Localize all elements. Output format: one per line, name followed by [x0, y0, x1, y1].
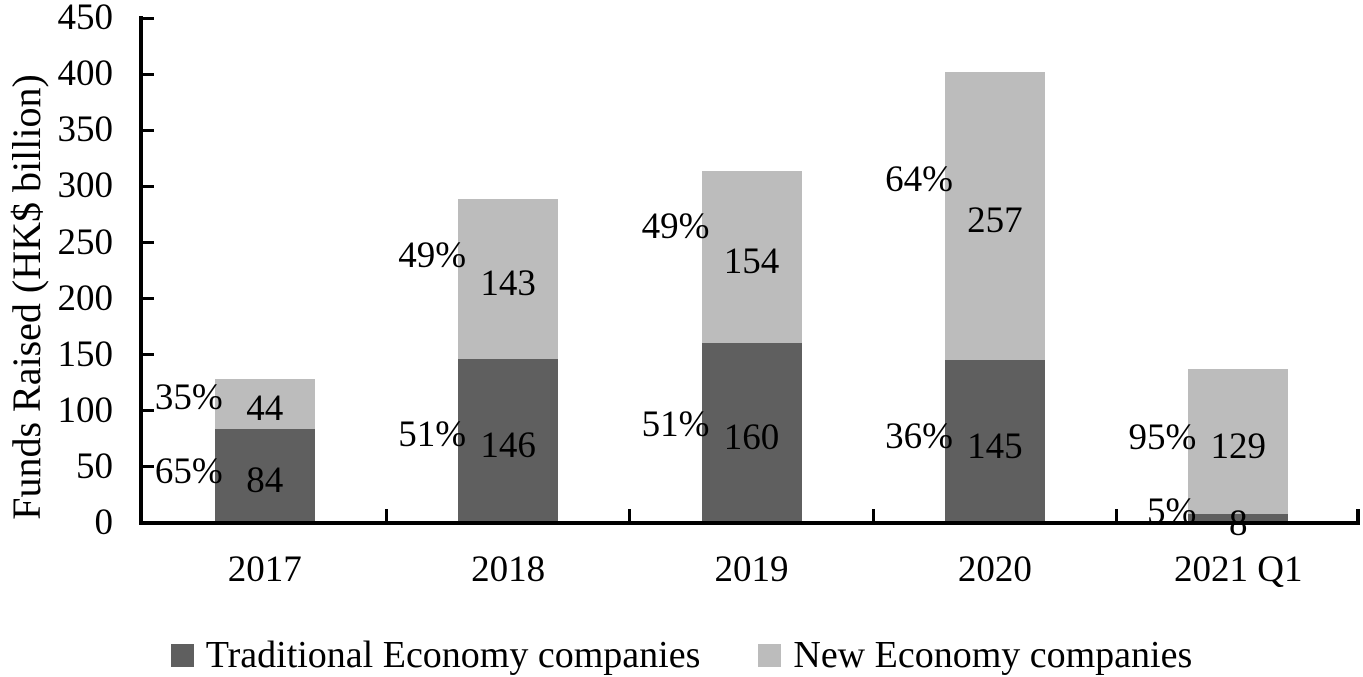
bar-segment-2018-traditional [458, 359, 559, 523]
value-label-2019-traditional: 160 [723, 417, 780, 459]
legend-label-new-economy: New Economy companies [793, 634, 1193, 676]
x-category-label-2019: 2019 [714, 549, 789, 590]
value-label-2018-new: 143 [480, 262, 536, 304]
y-tick-mark [143, 353, 154, 357]
bar-segment-2017-traditional [214, 428, 315, 523]
x-tick-mark [1356, 509, 1360, 521]
value-label-2018-traditional: 146 [480, 425, 536, 467]
x-category-label-2017: 2017 [227, 549, 302, 590]
value-label-2017-new: 44 [246, 388, 284, 430]
y-tick-mark [143, 16, 154, 20]
percent-label-2020-new: 64% [885, 159, 953, 201]
percent-label-2018-new: 49% [398, 234, 467, 276]
bar-segment-2020-traditional [944, 360, 1045, 523]
y-tick-label: 100 [57, 389, 114, 431]
y-tick-mark [143, 465, 154, 469]
y-tick-label: 50 [76, 445, 113, 487]
legend-item-traditional-economy: Traditional Economy companies [170, 634, 701, 676]
legend-label-traditional-economy: Traditional Economy companies [205, 634, 701, 676]
percent-label-2021-q1-traditional: 5% [1146, 490, 1197, 532]
percent-label-2019-traditional: 51% [641, 404, 710, 446]
y-tick-label: 450 [57, 0, 114, 39]
y-tick-mark [143, 184, 154, 188]
percent-label-2017-traditional: 65% [154, 450, 223, 492]
legend-swatch-new-economy [758, 643, 782, 667]
y-tick-mark [143, 128, 154, 132]
percent-label-2018-traditional: 51% [398, 414, 467, 456]
value-label-2021-q1-new: 129 [1210, 425, 1267, 467]
y-tick-label: 400 [57, 53, 114, 95]
bar-segment-2021-q1-traditional [1188, 514, 1289, 523]
percent-label-2017-new: 35% [154, 377, 223, 419]
value-label-2017-traditional: 84 [246, 459, 284, 501]
bar-segment-2018-new [458, 198, 559, 360]
y-tick-mark [143, 409, 154, 413]
y-tick-mark [143, 241, 154, 244]
x-tick-mark [1115, 509, 1119, 521]
x-tick-mark [384, 509, 388, 521]
y-tick-label: 0 [94, 502, 114, 543]
y-tick-label: 300 [57, 165, 114, 207]
y-tick-label: 250 [57, 221, 114, 263]
x-category-label-2021-q1: 2021 Q1 [1174, 549, 1303, 590]
x-category-label-2020: 2020 [957, 549, 1032, 590]
y-tick-label: 350 [57, 109, 114, 151]
bar-segment-2017-new [214, 379, 315, 429]
x-category-label-2018: 2018 [471, 549, 546, 590]
bar-segment-2020-new [944, 71, 1045, 361]
y-tick-mark [143, 72, 154, 76]
value-label-2020-new: 257 [967, 200, 1023, 242]
percent-label-2021-q1-new: 95% [1128, 416, 1197, 458]
y-axis-line [139, 16, 143, 525]
x-tick-mark [628, 509, 632, 521]
percent-label-2019-new: 49% [641, 206, 710, 248]
legend-item-new-economy: New Economy companies [758, 634, 1192, 676]
value-label-2020-traditional: 145 [967, 425, 1023, 467]
bar-segment-2019-new [701, 170, 802, 344]
percent-label-2020-traditional: 36% [885, 415, 953, 457]
legend-swatch-traditional-economy [170, 643, 194, 667]
legend: Traditional Economy companies New Econom… [0, 634, 1363, 676]
bar-segment-2019-traditional [701, 343, 802, 523]
x-axis-line [139, 521, 1360, 525]
x-tick-mark [871, 509, 875, 521]
y-tick-label: 200 [57, 277, 114, 319]
y-tick-label: 150 [57, 333, 114, 375]
value-label-2019-new: 154 [723, 241, 780, 283]
bar-segment-2021-q1-new [1188, 369, 1289, 515]
y-tick-mark [143, 297, 154, 301]
value-label-2021-q1-traditional: 8 [1229, 502, 1248, 544]
